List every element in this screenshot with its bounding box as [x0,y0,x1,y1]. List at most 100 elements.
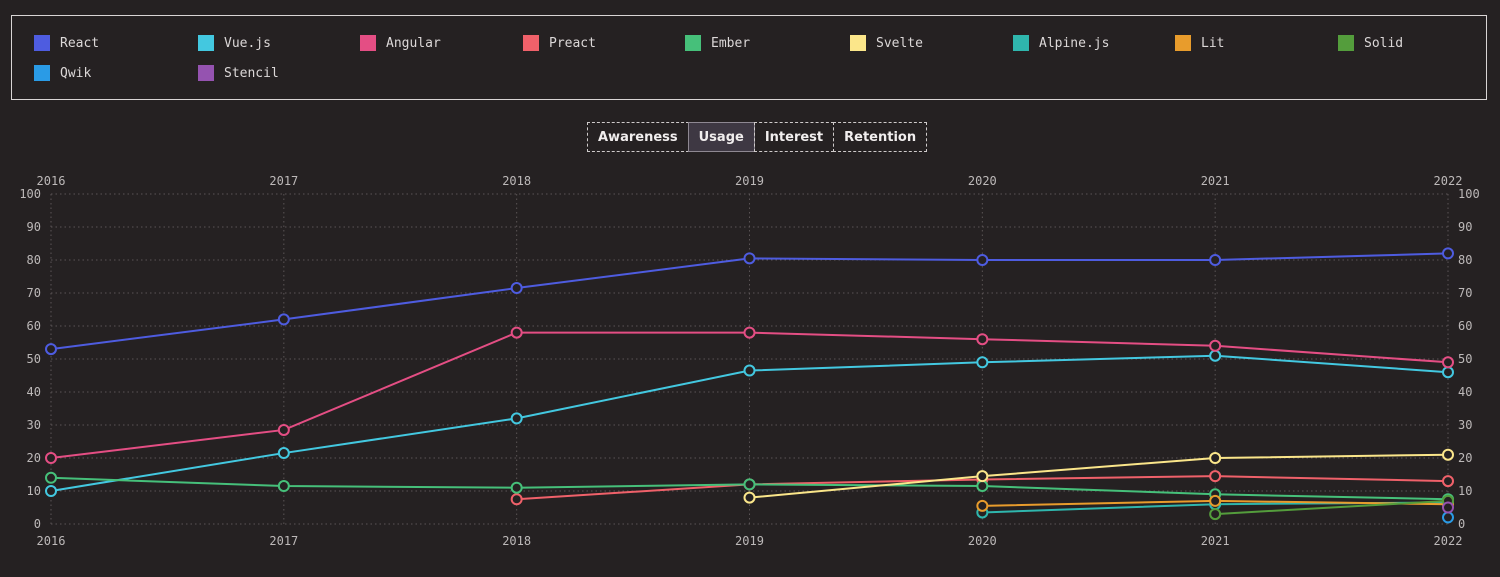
data-point-vue-js [976,356,989,369]
legend-swatch [34,65,50,81]
x-tick-label-bottom: 2017 [269,534,298,548]
data-point-vue-js [510,412,523,425]
legend-swatch [198,65,214,81]
data-point-preact [1209,470,1222,483]
legend: React Vue.js Angular Preact Ember Svelte Alpin… [11,15,1487,100]
legend-item-vue-js[interactable]: Vue.js [198,35,271,51]
data-point-react [45,343,57,356]
x-tick-label-top: 2020 [968,174,997,188]
legend-item-qwik[interactable]: Qwik [34,65,91,81]
data-point-lit [1209,494,1222,507]
data-point-vue-js [277,447,290,460]
metric-tabs: Awareness Usage Interest Retention [587,122,928,154]
y-tick-label-left: 90 [27,220,41,234]
legend-label: Angular [386,35,441,51]
data-point-vue-js [743,364,756,377]
data-point-svelte [1209,452,1222,464]
data-point-angular [976,333,989,346]
y-tick-label-right: 60 [1458,319,1472,333]
data-point-ember [277,480,290,493]
tab-usage[interactable]: Usage [687,122,755,152]
y-tick-label-right: 20 [1458,451,1472,465]
x-tick-label-top: 2018 [502,174,531,188]
x-tick-label-top: 2016 [37,174,66,188]
legend-label: Preact [549,35,596,51]
series-line-svelte [749,453,1449,499]
data-point-solid [1209,508,1222,521]
x-tick-label-top: 2022 [1434,174,1463,188]
x-tick-label-bottom: 2022 [1434,534,1463,548]
tab-retention[interactable]: Retention [833,122,928,152]
legend-item-solid[interactable]: Solid [1338,35,1403,51]
data-point-ember [510,481,523,494]
legend-item-svelte[interactable]: Svelte [850,35,923,51]
legend-item-lit[interactable]: Lit [1175,35,1224,51]
x-tick-label-bottom: 2020 [968,534,997,548]
series-line-angular [50,331,1449,459]
legend-swatch [360,35,376,51]
legend-item-stencil[interactable]: Stencil [198,65,279,81]
data-point-qwik [1442,511,1454,524]
legend-item-angular[interactable]: Angular [360,35,441,51]
y-tick-label-left: 20 [27,451,41,465]
legend-label: Solid [1364,35,1404,51]
y-tick-label-left: 10 [27,484,41,498]
y-tick-label-right: 0 [1458,517,1465,531]
y-tick-label-left: 60 [27,319,41,333]
legend-swatch [523,35,539,51]
y-tick-label-left: 80 [27,253,41,267]
legend-label: Stencil [224,65,279,81]
series-line-solid [1215,499,1449,516]
data-point-ember [743,478,756,491]
y-tick-label-right: 90 [1458,220,1472,234]
x-tick-label-bottom: 2016 [37,534,66,548]
x-tick-label-bottom: 2019 [735,534,764,548]
legend-swatch [198,35,214,51]
y-tick-label-left: 70 [27,286,41,300]
legend-item-react[interactable]: React [34,35,99,51]
data-point-vue-js [45,485,57,497]
x-tick-label-bottom: 2018 [502,534,531,548]
y-tick-label-right: 100 [1458,187,1480,201]
data-point-vue-js [1442,366,1454,379]
y-tick-label-right: 80 [1458,253,1472,267]
legend-swatch [1013,35,1029,51]
legend-label: Ember [711,35,751,51]
data-point-angular [1442,356,1454,369]
legend-swatch [1175,35,1191,51]
data-point-react [510,282,523,295]
data-point-preact [1442,475,1454,488]
legend-label: Alpine.js [1039,35,1110,51]
legend-label: Svelte [876,35,923,51]
data-point-svelte [743,491,756,504]
legend-item-ember[interactable]: Ember [685,35,750,51]
y-tick-label-right: 30 [1458,418,1472,432]
data-point-react [976,254,989,266]
data-point-angular [277,423,290,436]
y-tick-label-left: 40 [27,385,41,399]
data-point-react [1442,247,1454,260]
legend-swatch [850,35,866,51]
legend-swatch [1338,35,1354,51]
x-tick-label-top: 2019 [735,174,764,188]
data-point-svelte [976,470,989,483]
y-tick-label-right: 40 [1458,385,1472,399]
x-tick-label-top: 2017 [269,174,298,188]
data-point-angular [45,452,57,464]
y-tick-label-left: 0 [34,517,41,531]
y-tick-label-right: 50 [1458,352,1472,366]
x-tick-label-top: 2021 [1201,174,1230,188]
legend-label: Vue.js [224,35,271,51]
data-point-angular [1209,339,1222,352]
data-point-preact [510,493,523,506]
y-tick-label-right: 70 [1458,286,1472,300]
legend-item-alpine-js[interactable]: Alpine.js [1013,35,1109,51]
data-point-angular [510,326,523,339]
y-tick-label-left: 100 [19,187,41,201]
legend-swatch [685,35,701,51]
data-point-svelte [1442,448,1454,461]
legend-label: Lit [1201,35,1225,51]
data-point-ember [976,480,989,493]
legend-item-preact[interactable]: Preact [523,35,596,51]
